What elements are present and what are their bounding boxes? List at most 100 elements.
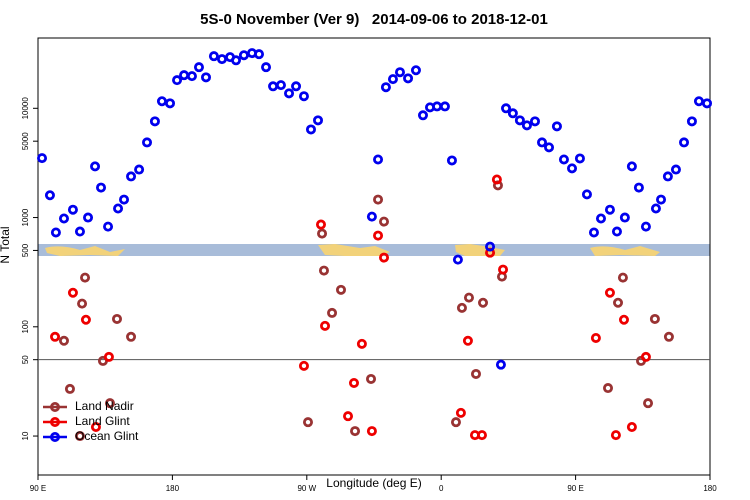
point [662,171,673,182]
point [312,115,323,126]
point [298,360,309,371]
point [186,71,197,82]
point [343,411,354,422]
legend-label: Ocean Glint [75,429,139,443]
y-tick-label: 5000 [21,132,30,150]
point [58,213,69,224]
point [373,154,384,165]
point [77,298,88,309]
plot-frame [37,37,711,476]
point [432,101,443,112]
point [567,163,578,174]
point [590,332,601,343]
point [284,88,295,99]
point [604,204,615,215]
point [302,417,313,428]
point [470,368,481,379]
y-tick-label: 50 [21,355,30,364]
point [650,203,661,214]
point [64,383,75,394]
point [558,154,569,165]
point [603,383,614,394]
point [379,216,390,227]
point [626,161,637,172]
point [619,212,630,223]
point [104,398,115,409]
point [90,161,101,172]
point [142,137,153,148]
legend-marker [50,401,61,412]
point [649,313,660,324]
point [455,407,466,418]
point [134,164,145,175]
point [126,331,137,342]
point [74,226,85,237]
point [254,49,265,60]
point [501,103,512,114]
y-tick-label: 1000 [21,208,30,226]
x-tick-label: 90 E [30,484,46,493]
point [551,121,562,132]
point [643,398,654,409]
point [574,153,585,164]
point [58,335,69,346]
point [275,80,286,91]
point [476,430,487,441]
point [96,182,107,193]
point [498,264,509,275]
point [111,313,122,324]
point [450,417,461,428]
point [514,115,525,126]
point [521,120,532,131]
point [394,67,405,78]
point [350,426,361,437]
legend-label: Land Nadir [75,399,134,413]
point [495,359,506,370]
point [670,164,681,175]
point [74,431,85,442]
point [335,284,346,295]
point [611,226,622,237]
y-tick-label: 500 [21,243,30,257]
y-tick-label: 100 [21,320,30,334]
legend-marker [50,416,61,427]
point [156,96,167,107]
y-tick-label: 10000 [21,97,30,120]
point [298,91,309,102]
point [44,190,55,201]
map-strip [38,244,710,256]
point [491,174,502,185]
point [366,373,377,384]
point [90,422,101,433]
land-shapes [45,244,660,256]
point [261,62,272,73]
point [80,272,91,283]
point [348,377,359,388]
point [83,212,94,223]
legend-marker [50,431,61,442]
y-axis-label: N Total [0,226,12,263]
point [315,219,326,230]
point [679,137,690,148]
point [617,272,628,283]
point [119,194,130,205]
point [291,81,302,92]
point [356,338,367,349]
point [663,331,674,342]
point [165,98,176,109]
point [238,50,249,61]
point [640,221,651,232]
point [231,55,242,66]
point [113,203,124,214]
point [544,142,555,153]
point [193,62,204,73]
point [478,297,489,308]
point [462,335,473,346]
point [588,227,599,238]
point [507,108,518,119]
point [327,307,338,318]
point [216,54,227,65]
point [581,189,592,200]
